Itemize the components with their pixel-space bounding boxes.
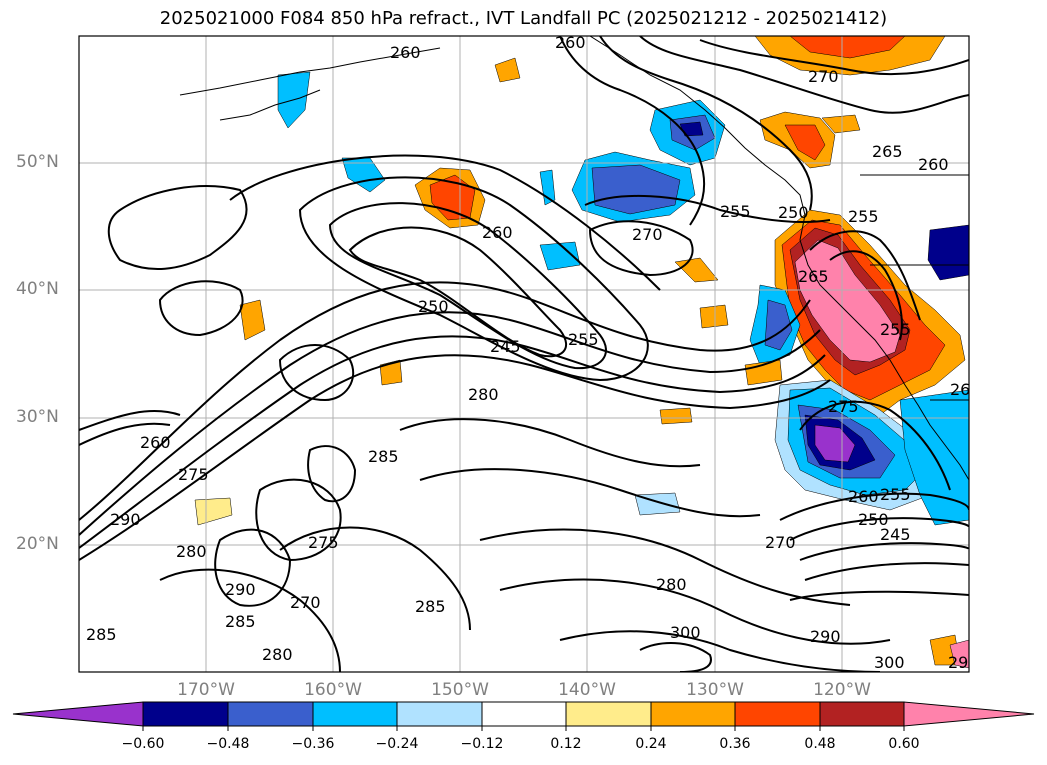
contour-labels: 260 260 270 265 260 255 255 250 260 270 … (86, 33, 970, 672)
contour-label: 285 (86, 625, 117, 644)
lat-label: 30°N (16, 407, 59, 427)
contour-label: 300 (874, 653, 905, 672)
contour-label: 290 (225, 580, 256, 599)
shade-orange-w6 (659, 407, 693, 425)
shade-navy-east (927, 224, 969, 281)
colorbar-tick-label: −0.60 (121, 736, 165, 752)
lat-label: 40°N (16, 279, 59, 299)
contour-label: 290 (110, 510, 141, 529)
contour-label: 26 (950, 380, 970, 399)
contour-label: 245 (490, 337, 521, 356)
contour-label: 280 (468, 385, 499, 404)
contour-label: 275 (308, 533, 339, 552)
colorbar-tick-label: 0.12 (550, 736, 582, 752)
contour-label: 270 (632, 225, 663, 244)
contour-label: 280 (262, 645, 293, 664)
colorbar-arrow-right (903, 701, 1035, 727)
contour-label: 255 (720, 202, 751, 221)
contour-label: 280 (656, 575, 687, 594)
shade-orange-w4 (674, 257, 719, 283)
map-title: 2025021000 F084 850 hPa refract., IVT La… (159, 8, 888, 29)
contour-label: 270 (290, 593, 321, 612)
contour-label: 255 (880, 485, 911, 504)
contour-label: 280 (176, 542, 207, 561)
contour-label: 245 (880, 525, 911, 544)
colorbar-segment (142, 701, 229, 727)
contour-label: 260 (555, 33, 586, 52)
contour-label: 265 (872, 142, 903, 161)
contour-label: 265 (798, 267, 829, 286)
colorbar-segment (819, 701, 905, 727)
contour-label: 270 (808, 67, 839, 86)
colorbar (12, 701, 1035, 731)
colorbar-segment (734, 701, 821, 727)
colorbar-tick-label: −0.36 (291, 736, 335, 752)
colorbar-segment (396, 701, 483, 727)
contour-label: 29 (948, 653, 968, 672)
shade-red-bc (784, 124, 826, 161)
colorbar-segment (565, 701, 652, 727)
contour-label: 255 (848, 207, 879, 226)
lon-label: 140°W (558, 680, 616, 700)
contour-label: 290 (810, 627, 841, 646)
lat-label: 50°N (16, 152, 59, 172)
shade-orange-w1 (239, 299, 266, 341)
shade-orange-w3 (699, 304, 729, 329)
contour-label: 250 (778, 203, 809, 222)
shade-pink-ca (794, 239, 901, 363)
contour-label: 270 (765, 533, 796, 552)
lon-label: 150°W (431, 680, 489, 700)
contour-label: 255 (880, 320, 911, 339)
shade-purple-socal (814, 424, 856, 463)
colorbar-tick-label: −0.12 (460, 736, 504, 752)
colorbar-tick-label: 0.60 (888, 736, 920, 752)
lon-label: 130°W (686, 680, 744, 700)
contour-label: 250 (418, 297, 449, 316)
contour-label: 275 (178, 465, 209, 484)
contour-label: 285 (368, 447, 399, 466)
lon-label: 120°W (813, 680, 871, 700)
contour-label: 260 (140, 433, 171, 452)
contour-label: 300 (670, 623, 701, 642)
colorbar-segment (481, 701, 567, 727)
contour-label: 260 (482, 223, 513, 242)
colorbar-tick-label: 0.48 (804, 736, 836, 752)
contours (79, 36, 969, 672)
contour-label: 260 (918, 155, 949, 174)
shade-red-ne (789, 36, 906, 59)
contour-label: 250 (858, 510, 889, 529)
shade-orange-small1 (494, 57, 521, 83)
lon-label: 160°W (304, 680, 362, 700)
contour-label: 275 (828, 397, 859, 416)
contour-label: 285 (225, 612, 256, 631)
contour-label: 285 (415, 597, 446, 616)
shade-orange-w2 (379, 359, 403, 386)
map-frame (78, 35, 970, 673)
shade-blue-ak3 (539, 169, 556, 206)
shade-blue-gulf-dark (591, 164, 681, 215)
lat-label: 20°N (16, 534, 59, 554)
colorbar-tick-label: 0.36 (719, 736, 751, 752)
shade-pink-east (949, 639, 969, 669)
graticule (79, 36, 969, 672)
contour-label: 260 (848, 487, 879, 506)
colorbar-arrow-left (12, 701, 144, 727)
colorbar-segment (650, 701, 736, 727)
shade-blue-mid (539, 241, 581, 271)
colorbar-tick-label: −0.48 (206, 736, 250, 752)
contour-label: 260 (390, 43, 421, 62)
colorbar-segment (227, 701, 314, 727)
shade-orange-bc2 (821, 114, 861, 134)
colorbar-tick-label: −0.24 (375, 736, 419, 752)
colorbar-tick-label: 0.24 (635, 736, 667, 752)
shade-yellow-w7 (194, 497, 233, 526)
colorbar-segment (312, 701, 398, 727)
lon-label: 170°W (177, 680, 235, 700)
contour-label: 255 (568, 330, 599, 349)
